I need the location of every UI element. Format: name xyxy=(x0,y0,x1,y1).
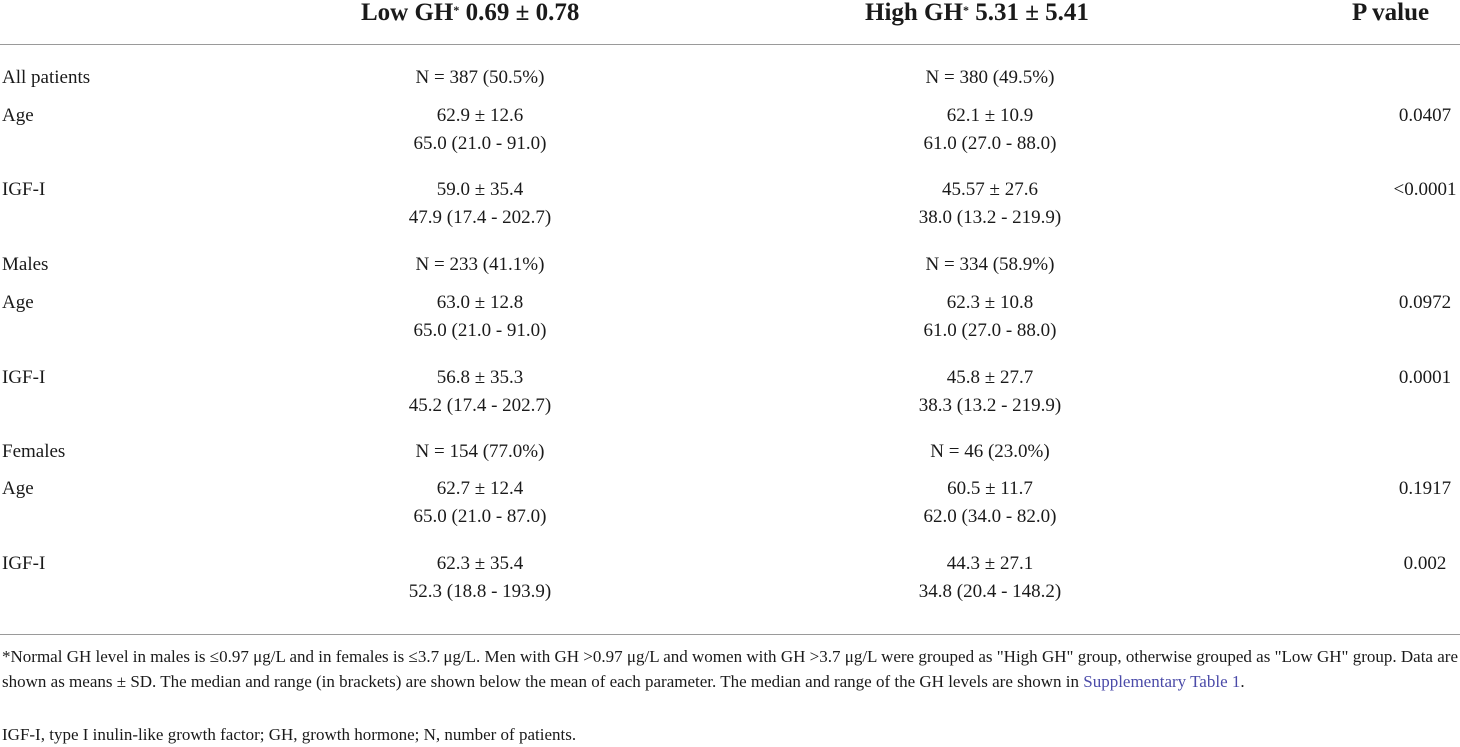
high-gh-cell: N = 334 (58.9%) xyxy=(840,251,1140,279)
cell-line: N = 233 (41.1%) xyxy=(415,254,545,275)
high-gh-cell: 45.8 ± 27.7 38.3 (13.2 - 219.9) xyxy=(840,364,1140,420)
table-footnote: *Normal GH level in males is ≤0.97 μg/L … xyxy=(2,644,1458,694)
low-gh-cell: 56.8 ± 35.3 45.2 (17.4 - 202.7) xyxy=(330,364,630,420)
header-low-label: Low GH xyxy=(361,0,454,26)
abbreviations-note: IGF-I, type I inulin-like growth factor;… xyxy=(2,725,577,744)
cell-line: N = 380 (49.5%) xyxy=(925,67,1055,88)
table-bottom-rule xyxy=(0,634,1460,635)
header-p-value: P value xyxy=(1352,0,1430,26)
low-gh-cell: 62.9 ± 12.6 65.0 (21.0 - 91.0) xyxy=(330,102,630,158)
p-value-cell: 0.0407 xyxy=(1398,105,1452,126)
row-label: Females xyxy=(2,441,66,462)
cell-line: 65.0 (21.0 - 91.0) xyxy=(413,133,547,154)
row-label: IGF-I xyxy=(2,367,46,388)
cell-line: 60.5 ± 11.7 xyxy=(947,478,1033,499)
header-high-gh: High GH* 5.31 ± 5.41 xyxy=(865,0,1089,29)
row-label: IGF-I xyxy=(2,179,46,200)
cell-line: 61.0 (27.0 - 88.0) xyxy=(923,133,1057,154)
cell-line: 47.9 (17.4 - 202.7) xyxy=(408,207,552,228)
cell-line: 34.8 (20.4 - 148.2) xyxy=(918,581,1062,602)
header-low-footnote-mark: * xyxy=(453,3,460,17)
cell-line: 62.1 ± 10.9 xyxy=(946,105,1034,126)
low-gh-cell: 62.3 ± 35.4 52.3 (18.8 - 193.9) xyxy=(330,550,630,606)
header-high-value: 5.31 ± 5.41 xyxy=(968,0,1089,26)
cell-line: 62.3 ± 10.8 xyxy=(946,292,1034,313)
cell-line: 38.3 (13.2 - 219.9) xyxy=(918,395,1062,416)
cell-line: N = 387 (50.5%) xyxy=(415,67,545,88)
row-label: Age xyxy=(2,292,34,313)
cell-line: 63.0 ± 12.8 xyxy=(436,292,524,313)
row-label: All patients xyxy=(2,67,91,88)
high-gh-cell: 45.57 ± 27.6 38.0 (13.2 - 219.9) xyxy=(840,176,1140,232)
row-label: Males xyxy=(2,254,49,275)
supplementary-table-link[interactable]: Supplementary Table 1 xyxy=(1083,672,1241,691)
footnote-end: . xyxy=(1240,672,1245,691)
high-gh-cell: 62.1 ± 10.9 61.0 (27.0 - 88.0) xyxy=(840,102,1140,158)
cell-line: N = 154 (77.0%) xyxy=(415,441,545,462)
cell-line: 61.0 (27.0 - 88.0) xyxy=(923,320,1057,341)
cell-line: 65.0 (21.0 - 87.0) xyxy=(413,506,547,527)
cell-line: 45.2 (17.4 - 202.7) xyxy=(408,395,552,416)
high-gh-cell: 44.3 ± 27.1 34.8 (20.4 - 148.2) xyxy=(840,550,1140,606)
high-gh-cell: N = 380 (49.5%) xyxy=(840,64,1140,92)
footnote-text: *Normal GH level in males is ≤0.97 μg/L … xyxy=(2,647,1458,691)
cell-line: 44.3 ± 27.1 xyxy=(946,553,1034,574)
cell-line: 59.0 ± 35.4 xyxy=(436,179,524,200)
cell-line: 62.3 ± 35.4 xyxy=(436,553,524,574)
header-low-gh: Low GH* 0.69 ± 0.78 xyxy=(361,0,579,29)
high-gh-cell: 60.5 ± 11.7 62.0 (34.0 - 82.0) xyxy=(840,475,1140,531)
low-gh-cell: N = 387 (50.5%) xyxy=(330,64,630,92)
p-value-cell: 0.1917 xyxy=(1398,478,1452,499)
low-gh-cell: N = 233 (41.1%) xyxy=(330,251,630,279)
row-label: IGF-I xyxy=(2,553,46,574)
low-gh-cell: 59.0 ± 35.4 47.9 (17.4 - 202.7) xyxy=(330,176,630,232)
cell-line: 45.57 ± 27.6 xyxy=(942,179,1038,200)
cell-line: 62.9 ± 12.6 xyxy=(436,105,524,126)
high-gh-cell: N = 46 (23.0%) xyxy=(840,438,1140,466)
cell-line: 65.0 (21.0 - 91.0) xyxy=(413,320,547,341)
high-gh-cell: 62.3 ± 10.8 61.0 (27.0 - 88.0) xyxy=(840,289,1140,345)
header-high-label: High GH xyxy=(865,0,963,26)
table-header: Low GH* 0.69 ± 0.78 High GH* 5.31 ± 5.41… xyxy=(0,0,1460,45)
low-gh-cell: 62.7 ± 12.4 65.0 (21.0 - 87.0) xyxy=(330,475,630,531)
low-gh-cell: 63.0 ± 12.8 65.0 (21.0 - 91.0) xyxy=(330,289,630,345)
cell-line: 62.0 (34.0 - 82.0) xyxy=(923,506,1057,527)
row-label: Age xyxy=(2,105,34,126)
header-high-footnote-mark: * xyxy=(962,3,969,17)
cell-line: N = 334 (58.9%) xyxy=(925,254,1055,275)
p-value-cell: 0.0001 xyxy=(1398,367,1452,388)
cell-line: 38.0 (13.2 - 219.9) xyxy=(918,207,1062,228)
row-label: Age xyxy=(2,478,34,499)
p-value-cell: 0.0972 xyxy=(1398,292,1452,313)
cell-line: 62.7 ± 12.4 xyxy=(436,478,524,499)
cell-line: 45.8 ± 27.7 xyxy=(946,367,1034,388)
cell-line: 52.3 (18.8 - 193.9) xyxy=(408,581,552,602)
cell-line: N = 46 (23.0%) xyxy=(930,441,1050,462)
cell-line: 56.8 ± 35.3 xyxy=(436,367,524,388)
p-value-cell: <0.0001 xyxy=(1393,179,1457,200)
header-low-value: 0.69 ± 0.78 xyxy=(459,0,580,26)
p-value-cell: 0.002 xyxy=(1403,553,1447,574)
low-gh-cell: N = 154 (77.0%) xyxy=(330,438,630,466)
